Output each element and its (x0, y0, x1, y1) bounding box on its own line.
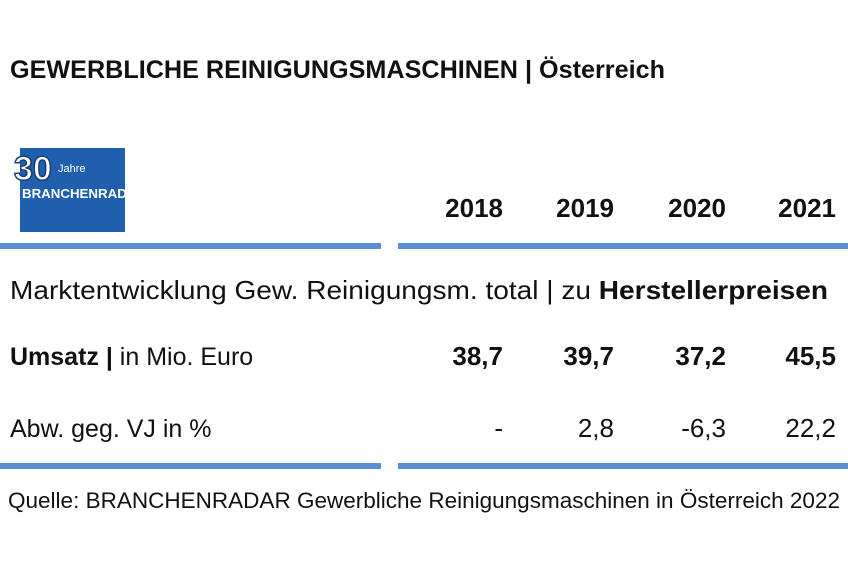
logo-number: 30 (14, 150, 52, 188)
cell: 22,2 (785, 413, 836, 443)
rule (398, 243, 848, 249)
cell: - (494, 413, 503, 443)
section-emphasis: Herstellerpreisen (599, 275, 828, 305)
section-text: Marktentwicklung Gew. Reinigungsm. total… (10, 275, 599, 305)
title: GEWERBLICHE REINIGUNGSMASCHINEN | Österr… (10, 55, 665, 84)
cell: -6,3 (681, 413, 726, 443)
logo-brand: BRANCHENRADAR (22, 186, 147, 201)
rule (0, 463, 381, 469)
row-label-main: Umsatz | (10, 343, 113, 371)
row-label: Abw. geg. VJ in % (10, 415, 212, 443)
section-heading: Marktentwicklung Gew. Reinigungsm. total… (10, 275, 828, 305)
cell: 37,2 (675, 341, 726, 371)
logo-box (20, 148, 125, 232)
rule (0, 243, 381, 249)
column-header: 2020 (668, 193, 726, 223)
column-header: 2021 (778, 193, 836, 223)
source: Quelle: BRANCHENRADAR Gewerbliche Reinig… (8, 488, 840, 513)
column-header: 2019 (556, 193, 614, 223)
cell: 39,7 (563, 341, 614, 371)
column-header: 2018 (445, 193, 503, 223)
logo: 30 Jahre BRANCHENRADAR (13, 148, 147, 232)
row-label: Umsatz | in Mio. Euro (10, 343, 253, 371)
cell: 45,5 (785, 341, 836, 371)
logo-suffix: Jahre (58, 163, 86, 175)
cell: 38,7 (452, 341, 503, 371)
cell: 2,8 (578, 413, 614, 443)
row-label-unit: in Mio. Euro (113, 343, 253, 371)
rule (398, 463, 848, 469)
